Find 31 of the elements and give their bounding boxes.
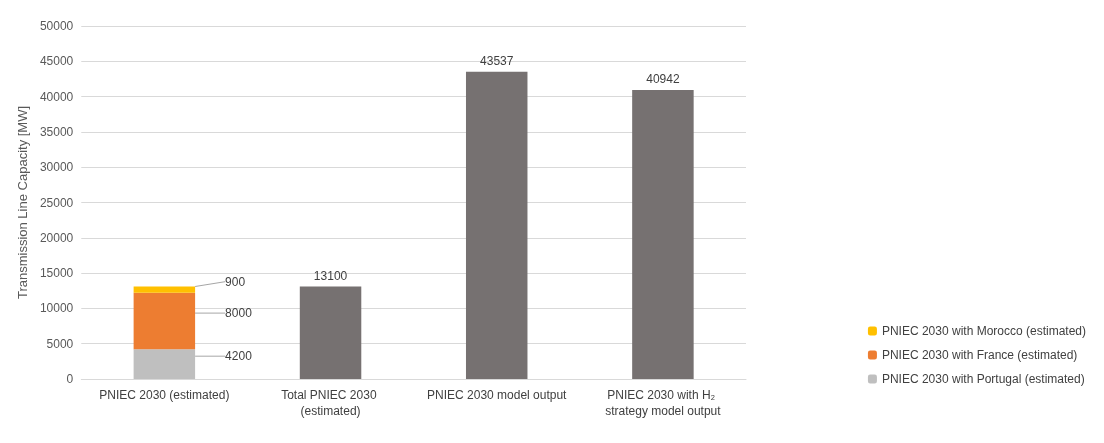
y-tick-label: 15000 xyxy=(39,266,74,281)
legend-label: PNIEC 2030 with France (estimated) xyxy=(881,348,1078,362)
x-tick-label: Total PNIEC 2030 (estimated) xyxy=(281,388,380,418)
x-tick-label: PNIEC 2030 with H₂ strategy model output xyxy=(605,388,722,418)
data-label: 8000 xyxy=(225,306,253,321)
data-label: 13100 xyxy=(313,268,348,283)
bar xyxy=(299,286,362,379)
data-label: 43537 xyxy=(480,53,514,68)
legend-label: PNIEC 2030 with Portugal (estimated) xyxy=(881,372,1085,386)
y-tick-label: 5000 xyxy=(46,336,74,351)
bar xyxy=(632,89,694,379)
x-tick-label: PNIEC 2030 model output xyxy=(427,388,568,402)
bar xyxy=(133,286,196,293)
data-label: 4200 xyxy=(225,349,253,364)
y-tick-label: 35000 xyxy=(39,124,74,139)
data-label: 900 xyxy=(225,274,246,289)
legend-label: PNIEC 2030 with Morocco (estimated) xyxy=(881,324,1086,338)
bar xyxy=(133,349,196,379)
y-tick-label: 20000 xyxy=(39,230,74,245)
y-tick-label: 25000 xyxy=(39,195,74,210)
y-tick-label: 50000 xyxy=(39,19,74,33)
y-tick-label: 45000 xyxy=(39,54,74,69)
y-tick-label: 30000 xyxy=(39,160,74,175)
bar xyxy=(133,292,196,350)
y-tick-label: 10000 xyxy=(39,301,74,316)
data-label: 40942 xyxy=(646,71,680,86)
y-tick-label: 0 xyxy=(66,372,74,386)
x-tick-label: PNIEC 2030 (estimated) xyxy=(99,388,230,402)
y-axis-title: Transmission Line Capacity [MW] xyxy=(15,105,30,300)
bar xyxy=(465,71,528,379)
y-tick-label: 40000 xyxy=(39,89,74,104)
